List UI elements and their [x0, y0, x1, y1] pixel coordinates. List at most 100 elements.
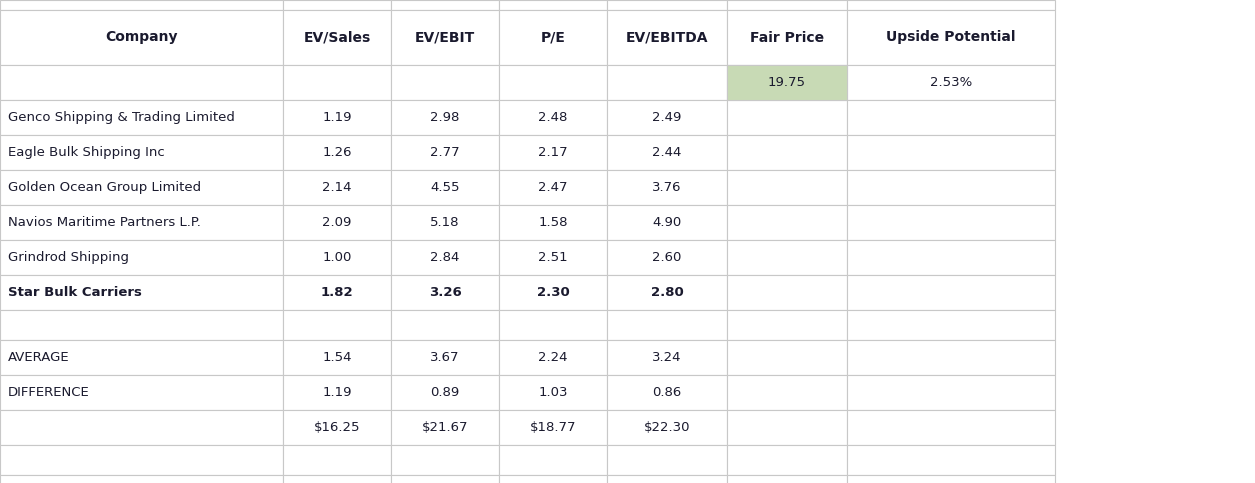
Bar — [607, 170, 727, 205]
Bar — [607, 340, 727, 375]
Text: Star Bulk Carriers: Star Bulk Carriers — [8, 286, 142, 299]
Bar — [607, 240, 727, 275]
Bar — [727, 475, 847, 483]
Bar — [499, 100, 607, 135]
Bar — [392, 100, 499, 135]
Bar — [847, 475, 1055, 483]
Text: 3.26: 3.26 — [429, 286, 462, 299]
Text: DIFFERENCE: DIFFERENCE — [8, 386, 90, 399]
Text: 1.19: 1.19 — [323, 386, 351, 399]
Bar — [392, 375, 499, 410]
Bar — [282, 170, 392, 205]
Bar — [607, 310, 727, 340]
Bar — [727, 310, 847, 340]
Text: 1.00: 1.00 — [323, 251, 351, 264]
Bar — [392, 340, 499, 375]
Bar — [727, 170, 847, 205]
Text: 19.75: 19.75 — [768, 76, 806, 89]
Bar — [499, 310, 607, 340]
Bar — [847, 375, 1055, 410]
Bar — [0, 10, 282, 65]
Bar — [727, 340, 847, 375]
Text: 2.60: 2.60 — [653, 251, 681, 264]
Bar — [727, 100, 847, 135]
Bar — [607, 375, 727, 410]
Text: 2.30: 2.30 — [537, 286, 570, 299]
Bar — [847, 135, 1055, 170]
Bar — [727, 375, 847, 410]
Bar — [392, 240, 499, 275]
Bar — [727, 205, 847, 240]
Text: Golden Ocean Group Limited: Golden Ocean Group Limited — [8, 181, 201, 194]
Bar — [282, 475, 392, 483]
Bar — [847, 205, 1055, 240]
Text: 0.86: 0.86 — [653, 386, 681, 399]
Bar — [607, 0, 727, 10]
Text: 2.17: 2.17 — [538, 146, 567, 159]
Text: 2.49: 2.49 — [653, 111, 681, 124]
Bar — [499, 10, 607, 65]
Bar — [392, 0, 499, 10]
Text: $21.67: $21.67 — [422, 421, 468, 434]
Bar — [727, 275, 847, 310]
Bar — [392, 445, 499, 475]
Bar — [0, 375, 282, 410]
Text: 1.58: 1.58 — [538, 216, 567, 229]
Bar — [847, 445, 1055, 475]
Bar — [847, 310, 1055, 340]
Bar — [0, 275, 282, 310]
Bar — [847, 0, 1055, 10]
Text: 2.53%: 2.53% — [930, 76, 973, 89]
Bar — [282, 375, 392, 410]
Text: P/E: P/E — [541, 30, 566, 44]
Text: 2.44: 2.44 — [653, 146, 681, 159]
Bar — [0, 475, 282, 483]
Bar — [499, 410, 607, 445]
Text: 2.80: 2.80 — [650, 286, 684, 299]
Bar — [499, 445, 607, 475]
Text: 2.14: 2.14 — [323, 181, 351, 194]
Bar — [847, 100, 1055, 135]
Bar — [0, 100, 282, 135]
Bar — [847, 340, 1055, 375]
Bar — [499, 340, 607, 375]
Bar — [847, 275, 1055, 310]
Bar — [392, 135, 499, 170]
Bar — [727, 135, 847, 170]
Bar — [0, 445, 282, 475]
Bar — [499, 135, 607, 170]
Bar — [607, 10, 727, 65]
Bar — [392, 65, 499, 100]
Bar — [392, 275, 499, 310]
Bar — [607, 475, 727, 483]
Text: 4.55: 4.55 — [430, 181, 459, 194]
Bar — [392, 10, 499, 65]
Text: Eagle Bulk Shipping Inc: Eagle Bulk Shipping Inc — [8, 146, 164, 159]
Bar — [727, 65, 847, 100]
Bar — [847, 170, 1055, 205]
Bar — [0, 240, 282, 275]
Bar — [392, 205, 499, 240]
Bar — [847, 10, 1055, 65]
Bar — [499, 205, 607, 240]
Bar — [847, 240, 1055, 275]
Bar — [499, 475, 607, 483]
Bar — [282, 135, 392, 170]
Bar — [392, 475, 499, 483]
Text: $16.25: $16.25 — [314, 421, 360, 434]
Bar — [282, 240, 392, 275]
Text: 4.90: 4.90 — [653, 216, 681, 229]
Text: 1.82: 1.82 — [321, 286, 354, 299]
Bar — [847, 410, 1055, 445]
Text: Company: Company — [105, 30, 178, 44]
Bar — [282, 340, 392, 375]
Bar — [607, 445, 727, 475]
Bar — [0, 340, 282, 375]
Bar — [727, 445, 847, 475]
Text: Fair Price: Fair Price — [750, 30, 825, 44]
Text: 2.48: 2.48 — [538, 111, 567, 124]
Bar — [282, 10, 392, 65]
Bar — [499, 240, 607, 275]
Bar — [0, 0, 282, 10]
Bar — [0, 135, 282, 170]
